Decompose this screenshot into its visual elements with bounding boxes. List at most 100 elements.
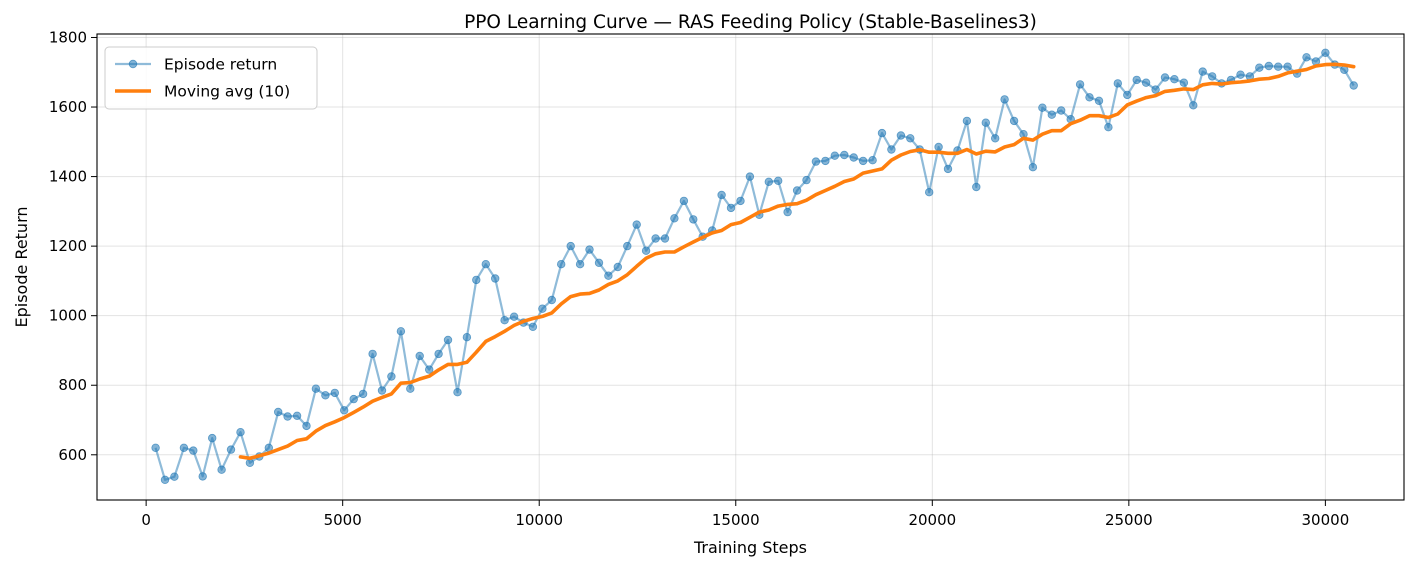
episode-return-point — [226, 445, 236, 454]
episode-return-point — [566, 241, 575, 251]
y-tick-label: 1200 — [49, 237, 87, 255]
episode-return-point — [906, 134, 915, 143]
episode-return-point — [745, 172, 755, 181]
episode-return-point — [1264, 61, 1273, 71]
episode-return-point — [774, 176, 783, 185]
episode-return-point — [858, 156, 868, 166]
y-tick-label: 1400 — [49, 168, 87, 186]
episode-return-point — [472, 275, 481, 285]
episode-return-point — [500, 316, 509, 325]
episode-return-point — [651, 234, 660, 243]
episode-return-point — [981, 118, 990, 127]
y-tick-label: 600 — [58, 446, 87, 464]
x-tick-label: 25000 — [1105, 511, 1153, 529]
episode-return-point — [764, 177, 773, 186]
episode-return-point — [660, 234, 670, 243]
episode-return-point — [868, 155, 877, 165]
episode-return-point — [1009, 116, 1019, 126]
episode-return-point — [434, 349, 443, 359]
episode-return-point — [207, 433, 217, 443]
episode-return-point — [236, 428, 245, 437]
axes: 0 5000 10000 15000 20000 25000 30000 600 800 1000… — [49, 28, 1349, 529]
episode-return-point — [1104, 122, 1113, 132]
episode-return-point — [547, 295, 556, 305]
episode-return-point — [1123, 90, 1132, 100]
episode-return-point — [311, 384, 321, 393]
episode-return-point — [198, 472, 207, 481]
episode-return-point — [792, 186, 802, 195]
episode-return-point — [396, 327, 406, 336]
episode-return-point — [802, 175, 811, 185]
episode-return-point — [783, 207, 792, 217]
episode-return-point — [292, 411, 302, 420]
episode-return-point — [1160, 73, 1170, 82]
y-tick-label: 1800 — [49, 28, 87, 46]
episode-return-point — [575, 260, 585, 269]
episode-return-point — [509, 312, 519, 321]
y-tick-label: 1000 — [49, 307, 87, 325]
episode-return-point — [1038, 103, 1047, 112]
episode-return-point — [453, 388, 462, 397]
episode-return-point — [1283, 62, 1292, 71]
legend-box — [104, 46, 318, 110]
episode-return-point — [972, 182, 981, 192]
episode-return-point — [481, 260, 490, 269]
episode-return-point — [160, 475, 170, 484]
episode-return-point — [1321, 48, 1330, 57]
episode-return-point — [1273, 62, 1283, 71]
episode-return-point — [1113, 79, 1122, 88]
moving-average-line — [238, 62, 1356, 461]
episode-return-point — [406, 384, 415, 393]
episode-return-point — [1141, 78, 1151, 87]
episode-return-point — [217, 465, 226, 474]
episode-return-point — [491, 274, 500, 283]
legend-episode-return-swatch-marker — [128, 59, 138, 69]
episode-return-point — [670, 214, 679, 223]
episode-return-point — [1132, 75, 1141, 85]
episode-return-point — [632, 220, 641, 229]
episode-return-point — [1094, 96, 1104, 105]
episode-return-point — [179, 443, 189, 452]
episode-return-point — [641, 246, 651, 255]
x-axis-title: Training Steps — [693, 538, 807, 557]
episode-return-point — [1000, 95, 1009, 104]
episode-return-point — [368, 349, 377, 359]
episode-return-point — [462, 333, 472, 342]
episode-return-point — [830, 151, 839, 160]
episode-return-point — [1236, 70, 1245, 79]
episode-return-point — [717, 190, 726, 200]
episode-return-point — [340, 406, 349, 415]
episode-return-point — [962, 116, 972, 126]
x-tick-label: 10000 — [515, 511, 563, 529]
episode-return-point — [349, 394, 358, 404]
episode-return-point — [604, 271, 613, 280]
episode-return-point — [189, 446, 198, 455]
episode-return-point — [613, 262, 622, 272]
episode-return-point — [1056, 106, 1066, 115]
episode-return-point — [1198, 67, 1207, 76]
chart-title: PPO Learning Curve — RAS Feeding Policy … — [464, 12, 1037, 33]
episode-return-point — [425, 365, 434, 374]
episode-return-point — [170, 472, 179, 481]
episode-return-point — [321, 391, 330, 400]
episode-return-point — [736, 196, 745, 206]
episode-return-point — [302, 421, 311, 431]
episode-return-point — [925, 187, 934, 197]
plot-frame — [96, 33, 1405, 501]
episode-return-point — [245, 458, 255, 467]
episode-return-point — [585, 245, 594, 254]
episode-return-point — [1179, 78, 1189, 87]
legend-episode-return-label: Episode return — [164, 56, 277, 74]
episode-return-point — [849, 153, 858, 162]
episode-return-point — [538, 304, 547, 313]
episode-return-point — [821, 156, 830, 166]
episode-return-point — [811, 157, 821, 166]
x-tick-label: 30000 — [1302, 511, 1350, 529]
y-tick-label: 800 — [58, 376, 87, 394]
episode-return-point — [726, 203, 736, 213]
episode-return-point — [991, 134, 1000, 143]
episode-return-point — [330, 388, 339, 398]
y-axis-title: Episode Return — [12, 206, 31, 327]
episode-return-point — [443, 335, 453, 345]
